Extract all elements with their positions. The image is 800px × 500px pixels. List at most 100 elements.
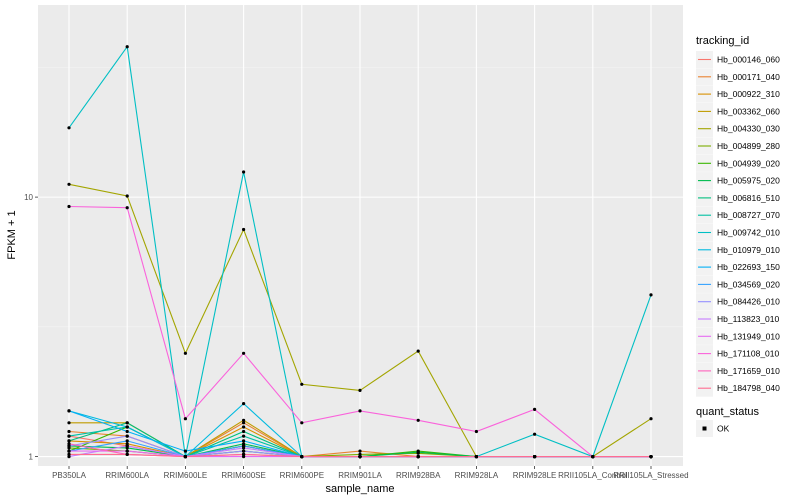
data-point (67, 452, 71, 456)
x-tick-label: RRIM600PE (280, 471, 324, 480)
data-point (649, 455, 653, 459)
x-tick-label: RRIM600LE (164, 471, 208, 480)
legend-title: tracking_id (696, 35, 749, 47)
data-point (242, 421, 246, 425)
data-point (67, 421, 71, 425)
data-point (67, 409, 71, 413)
y-tick-label: 1 (29, 453, 34, 462)
data-point (533, 432, 537, 436)
x-tick-label: RRIM928LE (513, 471, 557, 480)
legend-label: Hb_005975_020 (717, 176, 780, 186)
data-point (242, 446, 246, 450)
series-points (67, 45, 653, 459)
legend-label: Hb_171659_010 (717, 366, 780, 376)
quant-legend-label: OK (717, 424, 730, 434)
data-point (242, 434, 246, 438)
data-point (300, 382, 304, 386)
data-point (242, 449, 246, 453)
data-point (358, 409, 362, 413)
data-point (242, 452, 246, 456)
data-point (183, 449, 187, 453)
data-point (67, 449, 71, 453)
data-point (125, 439, 129, 443)
data-point (125, 425, 129, 429)
data-point (416, 450, 420, 454)
data-point (242, 227, 246, 232)
x-tick-label: RRIM928LA (455, 471, 499, 480)
data-point (125, 449, 129, 453)
data-point (242, 455, 246, 459)
legend-label: Hb_034569_020 (717, 279, 780, 289)
data-point (533, 455, 537, 459)
quant-legend-key (702, 426, 707, 431)
data-point (416, 455, 420, 459)
legend-items: Hb_000146_060 Hb_000171_040 Hb_000922_310 H… (696, 51, 780, 397)
legend-label: Hb_004330_030 (717, 124, 780, 134)
data-point (300, 421, 304, 425)
data-point (67, 434, 71, 438)
data-point (67, 442, 71, 446)
data-point (242, 351, 246, 355)
data-point (242, 429, 246, 434)
legend-label: Hb_022693_150 (717, 262, 780, 272)
legend-label: Hb_131949_010 (717, 331, 780, 341)
legend-label: Hb_003362_060 (717, 106, 780, 116)
data-point (358, 388, 362, 392)
data-point (474, 455, 478, 459)
data-point (183, 351, 187, 355)
data-point (649, 417, 653, 421)
data-point (300, 455, 304, 459)
y-axis-title: FPKM + 1 (6, 210, 18, 259)
quant-status-legend-title: quant_status (696, 406, 759, 418)
legend-label: Hb_004899_280 (717, 141, 780, 151)
x-axis-title: sample_name (325, 483, 394, 495)
data-point (242, 439, 246, 443)
data-point (183, 417, 187, 421)
x-tick-label: RRIM600LA (105, 471, 149, 480)
data-point (125, 444, 129, 448)
data-point (67, 126, 71, 130)
data-point (125, 429, 129, 434)
data-point (67, 204, 71, 209)
legend-label: Hb_006816_510 (717, 193, 780, 203)
data-point (474, 429, 478, 434)
legend-label: Hb_084426_010 (717, 297, 780, 307)
legend-label: Hb_000171_040 (717, 72, 780, 82)
x-tick-label: RRIM928BA (396, 471, 441, 480)
data-point (125, 206, 129, 210)
data-point (533, 407, 537, 411)
data-point (242, 425, 246, 429)
legend-label: Hb_004939_020 (717, 158, 780, 168)
legend-label: Hb_171108_010 (717, 349, 780, 359)
data-point (416, 349, 420, 353)
data-point (591, 455, 595, 459)
legend-label: Hb_010979_010 (717, 245, 780, 255)
x-tick-label: RRII105LA_Stressed (613, 471, 688, 480)
data-point (242, 418, 246, 422)
data-point (125, 421, 129, 425)
quant-status-legend: OK (696, 420, 730, 437)
data-point (416, 418, 420, 422)
data-point (67, 439, 71, 443)
legend-label: Hb_000146_060 (717, 55, 780, 65)
data-point (183, 455, 187, 459)
x-tick-label: RRIM901LA (338, 471, 382, 480)
legend-label: Hb_000922_310 (717, 89, 780, 99)
x-tick-label: RRII105LA_Control (558, 471, 628, 480)
legend: tracking_id Hb_000146_060Hb_000171_040Hb… (696, 35, 780, 437)
data-point (358, 449, 362, 453)
data-point (125, 194, 129, 198)
data-point (649, 293, 653, 297)
axes: 1 10 PB350LA RRIM600LA RRIM600LE RRIM600SE RRI… (24, 193, 688, 480)
data-point (125, 45, 129, 49)
data-point (67, 455, 71, 459)
legend-label: Hb_009742_010 (717, 228, 780, 238)
data-point (125, 434, 129, 438)
x-tick-label: PB350LA (52, 471, 86, 480)
legend-label: Hb_113823_010 (717, 314, 780, 324)
legend-label: Hb_184798_040 (717, 383, 780, 393)
data-point (242, 170, 246, 174)
data-point (358, 455, 362, 459)
data-point (67, 429, 71, 434)
